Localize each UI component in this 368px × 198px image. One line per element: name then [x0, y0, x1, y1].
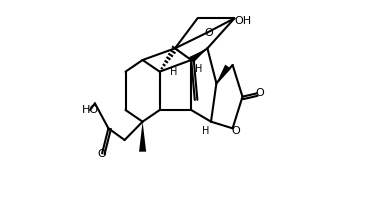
Text: O: O — [255, 88, 264, 98]
Polygon shape — [189, 48, 208, 63]
Text: OH: OH — [235, 16, 252, 26]
Text: O: O — [231, 126, 240, 136]
Text: H: H — [195, 64, 202, 74]
Text: O: O — [204, 28, 213, 38]
Text: H: H — [202, 126, 209, 136]
Polygon shape — [216, 65, 231, 83]
Text: O: O — [98, 149, 106, 159]
Polygon shape — [139, 122, 146, 152]
Text: H: H — [170, 67, 177, 77]
Text: HO: HO — [82, 105, 99, 115]
